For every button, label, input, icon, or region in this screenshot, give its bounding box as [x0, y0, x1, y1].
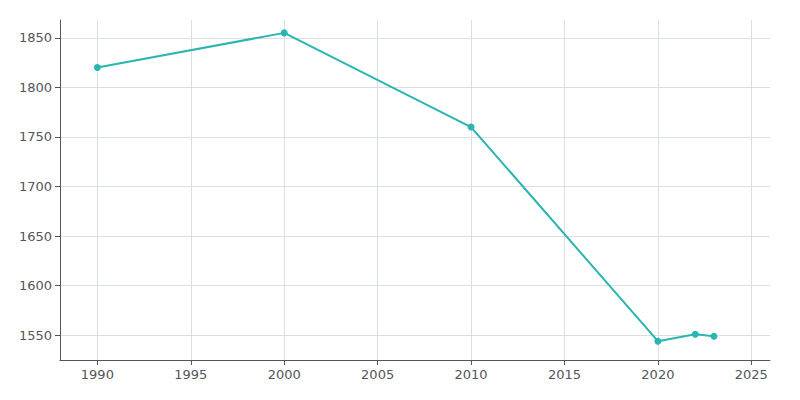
svg-text:2010: 2010	[455, 367, 488, 382]
svg-text:2020: 2020	[641, 367, 674, 382]
svg-text:2025: 2025	[735, 367, 768, 382]
svg-text:2005: 2005	[361, 367, 394, 382]
svg-text:1550: 1550	[19, 328, 52, 343]
svg-text:1995: 1995	[174, 367, 207, 382]
svg-text:1650: 1650	[19, 229, 52, 244]
svg-text:1750: 1750	[19, 129, 52, 144]
svg-text:2015: 2015	[548, 367, 581, 382]
svg-text:1600: 1600	[19, 278, 52, 293]
svg-text:2000: 2000	[268, 367, 301, 382]
svg-text:1700: 1700	[19, 179, 52, 194]
svg-text:1800: 1800	[19, 80, 52, 95]
svg-text:1990: 1990	[81, 367, 114, 382]
svg-text:1850: 1850	[19, 30, 52, 45]
